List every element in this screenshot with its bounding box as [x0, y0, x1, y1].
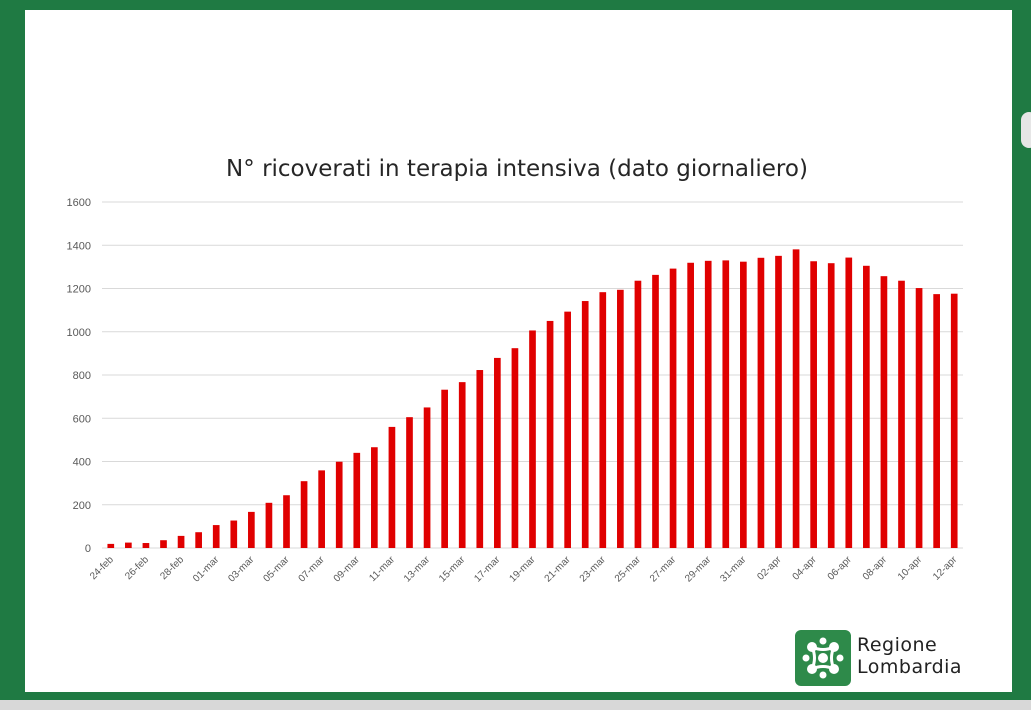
bar-28-mar — [687, 262, 694, 548]
x-tick-label: 06-apr — [826, 554, 855, 583]
x-tick-label: 09-mar — [332, 554, 363, 585]
bar-27-mar — [669, 268, 677, 548]
bar-04-mar — [265, 502, 273, 548]
bar-26-mar — [652, 274, 659, 548]
bar-07-apr — [863, 265, 870, 548]
x-tick-label: 13-mar — [402, 554, 433, 585]
bar-09-apr — [898, 280, 905, 548]
bar-03-mar — [248, 511, 255, 548]
side-control — [1021, 112, 1031, 148]
bar-27-feb — [160, 540, 167, 548]
bar-03-apr — [792, 249, 800, 548]
y-tick-label: 1400 — [67, 240, 91, 252]
x-tick-label: 12-apr — [931, 554, 960, 583]
bar-07-mar — [318, 470, 325, 548]
x-tick-label: 23-mar — [578, 554, 609, 585]
bar-18-mar — [511, 348, 519, 548]
bar-01-mar — [212, 525, 220, 548]
x-tick-label: 31-mar — [718, 554, 749, 585]
bottom-strip — [0, 700, 1031, 710]
bar-13-mar — [423, 407, 431, 548]
y-axis-ticks: 0 200 400 600 800 1000 1200 1400 1600 — [67, 197, 91, 555]
bar-19-mar — [529, 330, 536, 548]
bar-15-mar — [458, 382, 466, 548]
x-tick-label: 07-mar — [297, 554, 328, 585]
x-tick-label: 27-mar — [648, 554, 679, 585]
bar-02-mar — [230, 520, 238, 548]
bar-01-apr — [757, 257, 765, 548]
x-tick-label: 19-mar — [507, 554, 538, 585]
logo-line-2: Lombardia — [857, 656, 963, 678]
chart-title: N° ricoverati in terapia intensiva (dato… — [226, 156, 808, 182]
bar-05-mar — [283, 495, 290, 548]
x-tick-label: 10-apr — [896, 554, 925, 583]
bar-09-mar — [353, 452, 361, 548]
bar-02-apr — [775, 255, 782, 548]
bar-26-feb — [142, 543, 150, 548]
bar-25-feb — [125, 542, 132, 548]
x-tick-label: 21-mar — [543, 554, 574, 585]
y-tick-label: 0 — [85, 543, 91, 555]
bar-22-mar — [581, 301, 589, 548]
bar-10-mar — [371, 447, 378, 548]
bar-25-mar — [634, 280, 642, 548]
y-tick-label: 1000 — [67, 327, 91, 339]
x-tick-label: 01-mar — [191, 554, 222, 585]
rose-camuna-icon — [795, 630, 851, 686]
y-tick-label: 600 — [73, 413, 91, 425]
bar-chart: N° ricoverati in terapia intensiva (dato… — [67, 156, 963, 585]
x-tick-label: 03-mar — [226, 554, 257, 585]
y-tick-label: 200 — [73, 500, 91, 512]
bar-31-mar — [740, 261, 747, 548]
x-tick-label: 24-feb — [88, 554, 116, 582]
regione-lombardia-logo: Regione Lombardia — [795, 630, 995, 686]
bar-08-apr — [880, 276, 888, 548]
bar-12-apr — [950, 293, 958, 548]
bar-24-mar — [617, 289, 624, 548]
bar-30-mar — [722, 260, 730, 548]
logo-text: Regione Lombardia — [857, 634, 962, 678]
x-tick-label: 25-mar — [613, 554, 644, 585]
bar-06-apr — [845, 257, 853, 548]
y-tick-label: 400 — [73, 457, 91, 469]
y-tick-label: 1600 — [67, 197, 91, 209]
bar-12-mar — [406, 417, 413, 548]
x-tick-label: 17-mar — [472, 554, 503, 585]
bar-10-apr — [915, 288, 923, 548]
bar-14-mar — [441, 389, 448, 548]
bar-04-apr — [810, 261, 817, 548]
bar-17-mar — [494, 357, 501, 548]
bar-16-mar — [476, 370, 484, 548]
bar-23-mar — [599, 292, 607, 548]
y-tick-label: 800 — [73, 370, 91, 382]
bar-24-feb — [107, 543, 115, 548]
x-tick-label: 04-apr — [791, 554, 820, 583]
y-tick-label: 1200 — [67, 284, 91, 296]
x-tick-label: 29-mar — [683, 554, 714, 585]
bar-21-mar — [564, 311, 571, 548]
bar-28-feb — [177, 535, 185, 548]
slide-panel: N° ricoverati in terapia intensiva (dato… — [25, 10, 1012, 692]
bars — [107, 249, 958, 548]
bar-11-mar — [388, 426, 396, 548]
bar-05-apr — [827, 263, 835, 548]
x-tick-label: 11-mar — [367, 554, 397, 584]
bar-06-mar — [300, 481, 308, 548]
bar-08-mar — [335, 461, 343, 548]
x-tick-label: 26-feb — [123, 554, 151, 582]
x-tick-label: 08-apr — [861, 554, 890, 583]
x-tick-label: 02-apr — [755, 554, 784, 583]
bar-29-mar — [704, 260, 712, 548]
x-tick-label: 05-mar — [261, 554, 292, 585]
x-tick-label: 28-feb — [158, 554, 186, 582]
bar-29-feb — [195, 532, 202, 548]
x-axis-ticks: 24-feb 26-feb 28-feb 01-mar 03-mar 05-mar 07-m… — [88, 554, 960, 585]
x-tick-label: 15-mar — [437, 554, 468, 585]
logo-line-1: Regione — [857, 634, 938, 656]
bar-20-mar — [546, 320, 554, 548]
bar-11-apr — [933, 294, 940, 548]
